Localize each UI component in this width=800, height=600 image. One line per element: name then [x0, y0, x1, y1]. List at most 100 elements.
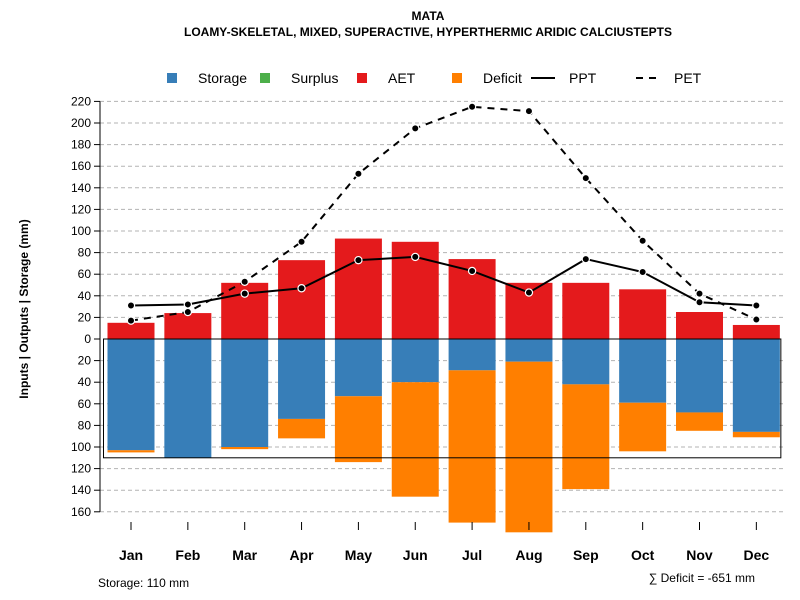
legend-label: PET — [674, 70, 702, 86]
ppt-point — [354, 255, 363, 265]
y-tick-label: 0 — [84, 332, 91, 346]
bars — [107, 238, 780, 533]
y-tick-label: 160 — [71, 505, 91, 519]
pet-point — [524, 106, 534, 116]
chart-title: MATA — [412, 9, 445, 23]
y-tick-label: 120 — [71, 462, 91, 476]
deficit-bar — [107, 450, 155, 453]
ppt-point — [240, 289, 249, 298]
aet-bar — [619, 289, 667, 339]
x-tick-label: Apr — [289, 547, 314, 563]
legend-label: Deficit — [483, 70, 522, 86]
deficit-footer: ∑ Deficit = -651 mm — [649, 571, 755, 585]
aet-bar — [676, 312, 723, 339]
x-tick-label: Aug — [515, 547, 542, 563]
aet-bar — [278, 260, 326, 339]
y-tick-label: 40 — [78, 289, 92, 303]
y-tick-label: 20 — [78, 354, 92, 368]
y-tick-label: 140 — [71, 483, 91, 497]
pet-point — [752, 315, 761, 324]
y-tick-label: 180 — [71, 138, 91, 152]
pet-line — [130, 105, 757, 322]
x-tick-label: Mar — [232, 547, 257, 563]
pet-point — [581, 173, 591, 183]
storage-bar — [562, 339, 610, 385]
pet-point — [240, 277, 249, 286]
y-axis-label: Inputs | Outputs | Storage (mm) — [17, 219, 31, 398]
aet-bar — [164, 313, 212, 339]
y-tick-label: 200 — [71, 116, 91, 130]
ppt-point — [183, 300, 193, 309]
pet-point — [638, 236, 647, 245]
storage-bar — [676, 339, 723, 413]
y-tick-label: 60 — [78, 397, 92, 411]
storage-bar — [164, 339, 212, 458]
y-tick-label: 40 — [78, 375, 92, 389]
y-tick-label: 220 — [71, 94, 91, 108]
aet-bar — [732, 324, 780, 339]
deficit-bar — [732, 431, 780, 438]
gridlines — [100, 100, 785, 513]
ppt-point — [126, 301, 136, 310]
ppt-point — [752, 301, 761, 310]
storage-bar — [619, 339, 667, 403]
ppt-point — [524, 288, 534, 297]
legend-swatch — [452, 73, 462, 83]
legend-label: Surplus — [291, 70, 338, 86]
y-tick-label: 60 — [78, 267, 92, 281]
ppt-point — [695, 298, 704, 307]
aet-bar — [107, 322, 155, 339]
x-tick-label: Dec — [744, 547, 770, 563]
storage-bar — [334, 339, 382, 397]
x-ticks: Jan Feb Mar Apr May Jun Jul Aug Sep Oct Nov Dec — [119, 522, 769, 563]
aet-bar — [334, 238, 382, 339]
y-tick-label: 120 — [71, 202, 91, 216]
storage-bar — [505, 339, 553, 362]
y-ticks: 2202001801601401201008060402002040608010… — [71, 94, 100, 519]
legend-label: AET — [388, 70, 416, 86]
storage-bar — [221, 339, 269, 447]
aet-bar — [562, 282, 610, 339]
x-tick-label: Sep — [573, 547, 599, 563]
y-tick-label: 100 — [71, 224, 91, 238]
legend-swatch — [260, 73, 270, 83]
legend-label: PPT — [569, 70, 597, 86]
legend-label: Storage — [198, 70, 247, 86]
x-tick-label: May — [345, 547, 372, 563]
chart-subtitle: LOAMY-SKELETAL, MIXED, SUPERACTIVE, HYPE… — [184, 25, 672, 39]
pet-point — [354, 169, 363, 178]
storage-bar — [107, 339, 155, 451]
deficit-bar — [448, 370, 496, 523]
x-tick-label: Oct — [631, 547, 655, 563]
deficit-bar — [334, 396, 382, 463]
deficit-bar — [676, 412, 723, 431]
legend: Storage Surplus AET Deficit PPT PET — [167, 70, 702, 86]
y-tick-label: 80 — [78, 418, 92, 432]
deficit-bar — [505, 361, 553, 533]
ppt-point — [411, 252, 420, 262]
storage-bar — [732, 339, 780, 432]
deficit-bar — [221, 447, 269, 450]
ppt-point — [581, 254, 591, 264]
ppt-line — [130, 255, 757, 307]
deficit-bar — [562, 384, 610, 490]
storage-bar — [278, 339, 326, 419]
deficit-bar — [278, 418, 326, 439]
x-tick-label: Nov — [686, 547, 713, 563]
x-tick-label: Feb — [175, 547, 200, 563]
ppt-point — [297, 284, 306, 293]
ppt-point — [638, 267, 647, 277]
pet-point — [183, 307, 193, 317]
x-tick-label: Jan — [119, 547, 143, 563]
y-tick-label: 160 — [71, 159, 91, 173]
y-tick-label: 140 — [71, 181, 91, 195]
storage-footer: Storage: 110 mm — [98, 576, 189, 590]
storage-bar — [391, 339, 439, 383]
deficit-bar — [619, 402, 667, 452]
y-tick-label: 100 — [71, 440, 91, 454]
y-tick-label: 80 — [78, 246, 92, 260]
legend-swatch — [167, 73, 177, 83]
ppt-point — [467, 266, 477, 276]
storage-bar — [448, 339, 496, 371]
